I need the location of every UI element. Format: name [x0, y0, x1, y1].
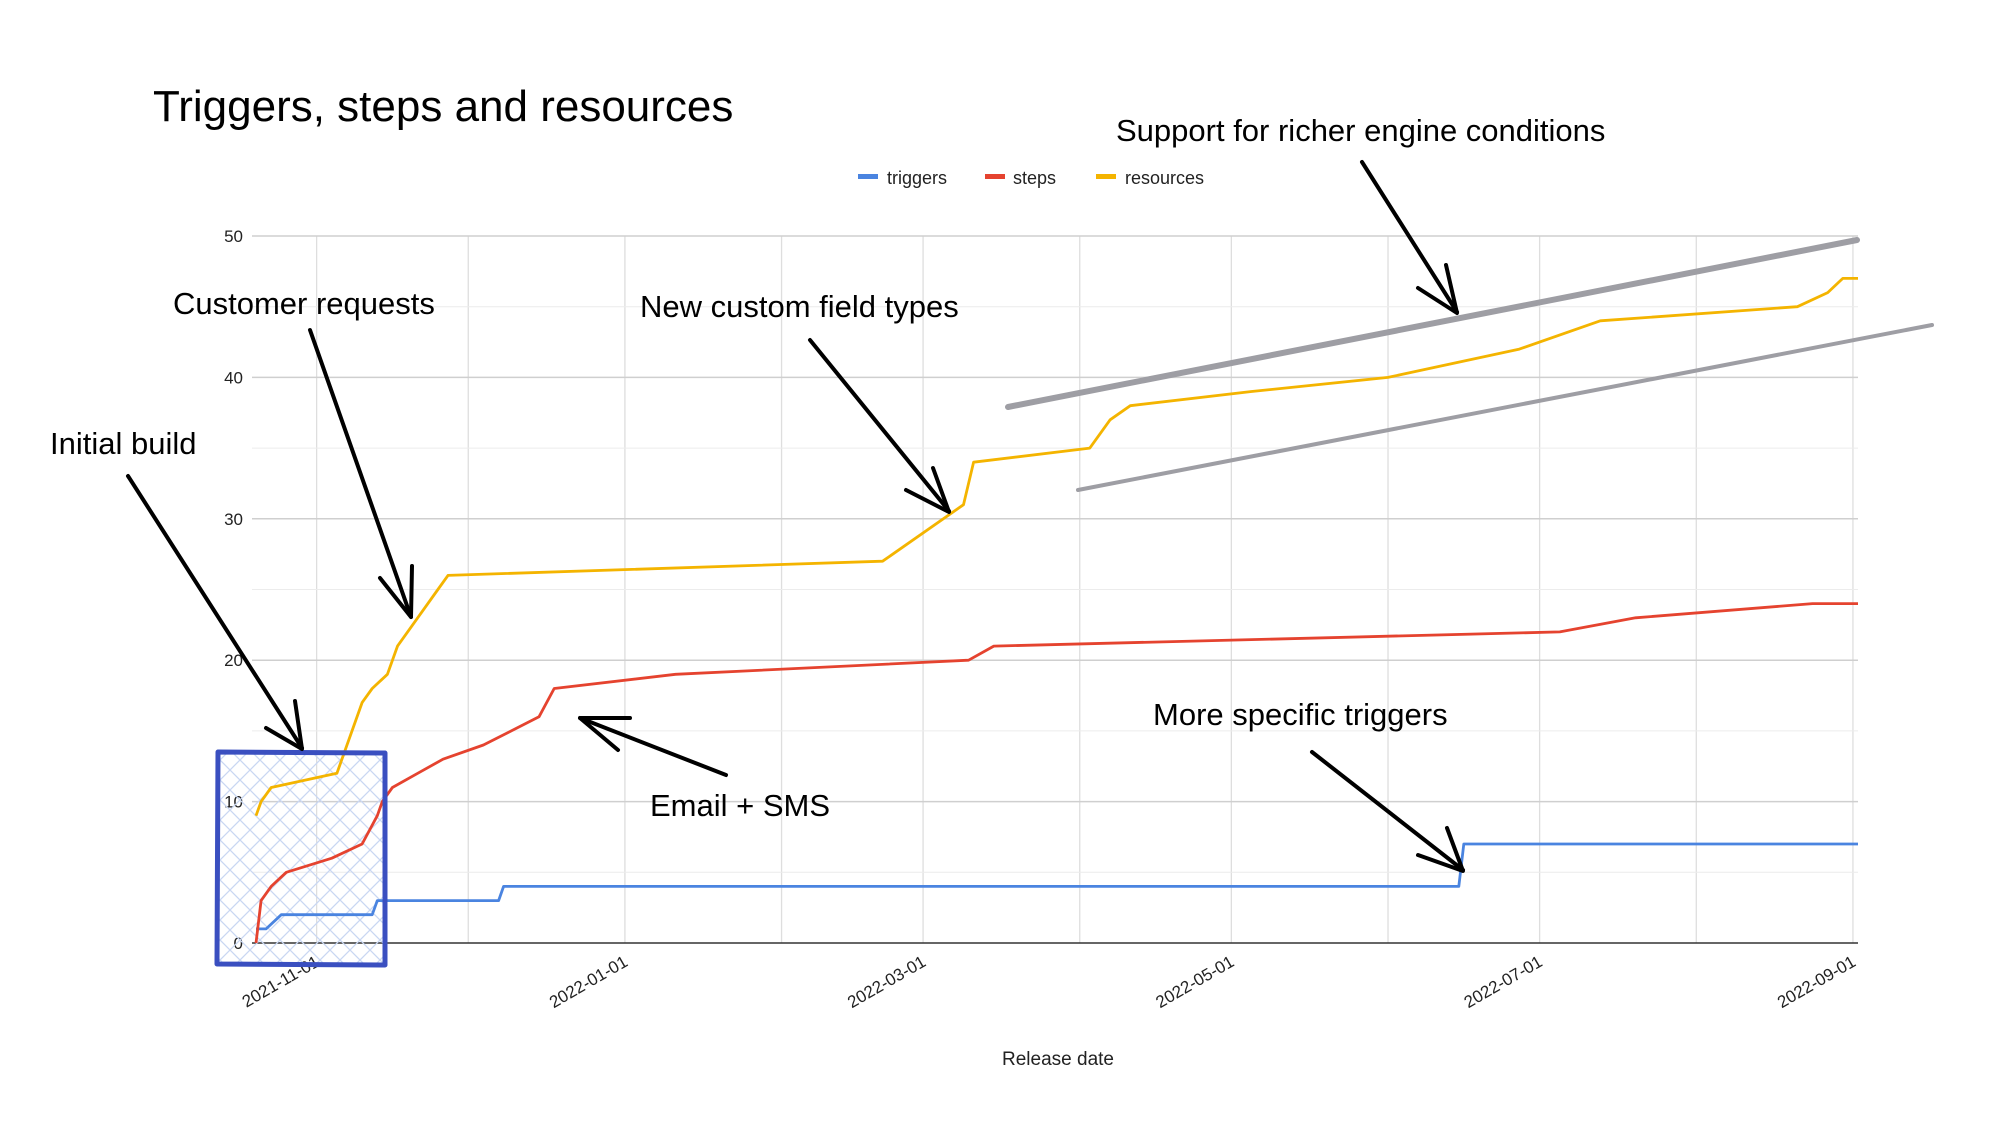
trend-line-lower [1076, 323, 1934, 492]
arrow-email-sms-shaft [578, 716, 728, 777]
arrow-customer-requests-head [378, 564, 414, 619]
series-line-triggers [256, 842, 1858, 931]
y-tick-label: 40 [224, 368, 243, 387]
x-tick-label: 2022-07-01 [1461, 952, 1546, 1012]
series-line-steps [254, 602, 1858, 944]
annotation-customer-requests: Customer requests [173, 286, 435, 321]
arrow-new-custom-field-types-head [904, 466, 951, 514]
x-tick-label: 2022-09-01 [1774, 952, 1859, 1012]
arrow-email-sms [578, 716, 728, 777]
series-line-resources [254, 277, 1858, 817]
y-tick-label: 30 [224, 510, 243, 529]
arrow-customer-requests-shaft [308, 328, 413, 619]
y-tick-label: 50 [224, 227, 243, 246]
initial-build-highlight-box [214, 749, 388, 968]
annotation-support-richer-conditions: Support for richer engine conditions [1116, 113, 1605, 148]
annotation-new-custom-field-types: New custom field types [640, 289, 959, 324]
arrow-richer-conditions-head [1416, 263, 1459, 315]
arrow-more-specific-triggers-shaft [1310, 750, 1465, 872]
arrow-more-specific-triggers [1310, 750, 1465, 873]
annotation-more-specific-triggers: More specific triggers [1153, 697, 1448, 732]
legend-label-steps: steps [1013, 168, 1056, 188]
arrow-initial-build-head [264, 699, 304, 751]
annotation-email-sms: Email + SMS [650, 788, 830, 823]
legend-swatch-triggers [858, 174, 878, 179]
arrow-richer-conditions-shaft [1360, 160, 1459, 314]
arrow-email-sms-head [578, 716, 632, 752]
arrow-new-custom-field-types-shaft [808, 338, 951, 513]
arrow-initial-build-shaft [126, 474, 304, 750]
legend-item-resources: resources [1096, 168, 1204, 188]
legend-item-triggers: triggers [858, 168, 947, 188]
legend-item-steps: steps [985, 168, 1056, 188]
trend-line-upper [1005, 237, 1860, 410]
trend-lines [1005, 237, 1934, 492]
annotation-initial-build: Initial build [50, 426, 196, 461]
legend-swatch-steps [985, 174, 1005, 179]
x-tick-label: 2022-03-01 [844, 952, 929, 1012]
x-tick-labels: 2021-11-01 2022-01-01 2022-03-01 2022-05-01… [239, 952, 1859, 1012]
chart-title: Triggers, steps and resources [153, 82, 733, 131]
legend-label-resources: resources [1125, 168, 1204, 188]
annotation-arrows [126, 160, 1465, 873]
y-tick-label: 20 [224, 651, 243, 670]
gridlines [252, 235, 1858, 944]
x-tick-label: 2022-01-01 [546, 952, 631, 1012]
arrow-richer-conditions [1360, 160, 1459, 315]
x-axis-label: Release date [1002, 1049, 1114, 1070]
legend-label-triggers: triggers [887, 168, 947, 188]
initial-build-highlight-fill [216, 752, 385, 964]
arrow-more-specific-triggers-head [1416, 826, 1465, 873]
annotation-labels: Initial build Customer requests New cust… [50, 113, 1605, 823]
x-tick-label: 2022-05-01 [1153, 952, 1238, 1012]
arrow-customer-requests [308, 328, 414, 619]
legend-swatch-resources [1096, 174, 1116, 179]
arrow-new-custom-field-types [808, 338, 951, 514]
legend: triggers steps resources [858, 168, 1204, 188]
arrow-initial-build [126, 474, 304, 751]
